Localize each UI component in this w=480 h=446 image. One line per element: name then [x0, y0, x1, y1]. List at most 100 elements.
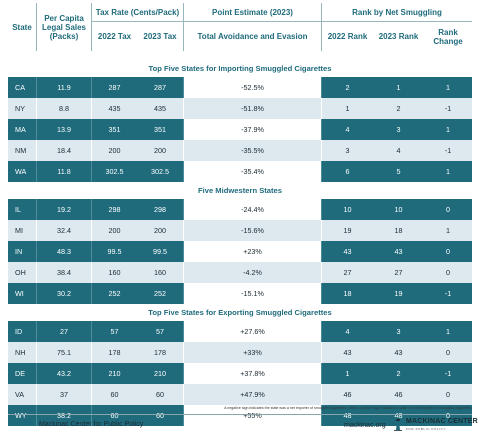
cell-point-estimate: +27.6%: [183, 321, 321, 342]
cell-per-capita: 19.2: [36, 199, 91, 220]
cell-rank-2022: 3: [321, 140, 373, 161]
cell-tax-2022: 252: [91, 283, 137, 304]
cell-tax-2023: 287: [137, 77, 183, 98]
cell-rank-2023: 43: [373, 241, 424, 262]
group-title: Top Five States for Importing Smuggled C…: [8, 60, 472, 77]
source-text: Mackinac Center for Public Policy: [38, 421, 144, 428]
mackinac-lighthouse-icon: [394, 417, 402, 431]
cell-rank-2023: 5: [373, 161, 424, 182]
header-2023-tax: 2023 Tax: [143, 32, 177, 41]
table-row: DE 43.2 210 210 +37.8% 1 2 -1: [8, 363, 472, 384]
cell-per-capita: 11.9: [36, 77, 91, 98]
cell-rank-2023: 3: [373, 119, 424, 140]
table-body: Top Five States for Importing Smuggled C…: [8, 60, 472, 426]
table-row: IN 48.3 99.5 99.5 +23% 43 43 0: [8, 241, 472, 262]
cell-rank-change: -1: [424, 363, 472, 384]
cell-point-estimate: +23%: [183, 241, 321, 262]
cell-rank-2022: 4: [321, 119, 373, 140]
footnote: A negative sign indicates the state was …: [224, 406, 472, 410]
table-row: WY 38.2 60 60 +55% 48 48 0: [8, 405, 472, 426]
cell-state: NY: [8, 98, 36, 119]
cell-tax-2022: 60: [91, 384, 137, 405]
cell-rank-2023: 1: [373, 77, 424, 98]
cell-per-capita: 32.4: [36, 220, 91, 241]
header-2022-tax: 2022 Tax: [91, 22, 137, 51]
cell-per-capita: 11.8: [36, 161, 91, 182]
cell-point-estimate: +47.9%: [183, 384, 321, 405]
group-title: Five Midwestern States: [8, 182, 472, 199]
website-link[interactable]: mackinac.org: [344, 422, 386, 429]
cell-tax-2022: 57: [91, 321, 137, 342]
table-row: WA 11.8 302.5 302.5 -35.4% 6 5 1: [8, 161, 472, 182]
smuggling-table: State Per Capita Legal Sales (Packs) Tax…: [8, 3, 472, 426]
cell-rank-2023: 46: [373, 384, 424, 405]
cell-per-capita: 43.2: [36, 363, 91, 384]
footer-divider: [8, 414, 472, 415]
header-state: State: [12, 22, 32, 32]
cell-state: NH: [8, 342, 36, 363]
cell-state: NM: [8, 140, 36, 161]
cell-state: WY: [8, 405, 36, 426]
mackinac-logo: MACKINAC CENTER FOR PUBLIC POLICY: [392, 416, 478, 434]
cell-tax-2023: 178: [137, 342, 183, 363]
cell-state: DE: [8, 363, 36, 384]
cell-rank-2023: 27: [373, 262, 424, 283]
cell-rank-2022: 27: [321, 262, 373, 283]
cell-tax-2022: 435: [91, 98, 137, 119]
header-2022-rank: 2022 Rank: [321, 22, 373, 51]
cell-tax-2023: 302.5: [137, 161, 183, 182]
cell-rank-change: -1: [424, 98, 472, 119]
cell-state: WI: [8, 283, 36, 304]
table-row: MI 32.4 200 200 -15.6% 19 18 1: [8, 220, 472, 241]
cell-rank-2022: 48: [321, 405, 373, 426]
logo-text: MACKINAC CENTER: [406, 418, 478, 425]
cell-point-estimate: -35.4%: [183, 161, 321, 182]
cell-rank-2022: 19: [321, 220, 373, 241]
cell-rank-2022: 18: [321, 283, 373, 304]
cell-tax-2023: 435: [137, 98, 183, 119]
table-row: NH 75.1 178 178 +33% 43 43 0: [8, 342, 472, 363]
cell-tax-2022: 287: [91, 77, 137, 98]
cell-tax-2022: 60: [91, 405, 137, 426]
cell-point-estimate: -4.2%: [183, 262, 321, 283]
cell-tax-2022: 160: [91, 262, 137, 283]
table-row: CA 11.9 287 287 -52.5% 2 1 1: [8, 77, 472, 98]
cell-tax-2022: 210: [91, 363, 137, 384]
cell-rank-2022: 43: [321, 342, 373, 363]
cell-tax-2022: 302.5: [91, 161, 137, 182]
cell-per-capita: 18.4: [36, 140, 91, 161]
cell-tax-2023: 210: [137, 363, 183, 384]
table-row: WI 30.2 252 252 -15.1% 18 19 -1: [8, 283, 472, 304]
cell-point-estimate: -15.6%: [183, 220, 321, 241]
cell-state: MA: [8, 119, 36, 140]
table-row: NM 18.4 200 200 -35.5% 3 4 -1: [8, 140, 472, 161]
cell-rank-2022: 2: [321, 77, 373, 98]
cell-per-capita: 27: [36, 321, 91, 342]
cell-point-estimate: -24.4%: [183, 199, 321, 220]
cell-tax-2022: 298: [91, 199, 137, 220]
cell-tax-2022: 351: [91, 119, 137, 140]
smuggling-table-figure: State Per Capita Legal Sales (Packs) Tax…: [8, 3, 472, 426]
header-tax-rate: Tax Rate (Cents/Pack): [91, 3, 183, 22]
cell-state: MI: [8, 220, 36, 241]
table-row: VA 37 60 60 +47.9% 46 46 0: [8, 384, 472, 405]
cell-rank-change: -1: [424, 283, 472, 304]
cell-rank-change: 1: [424, 161, 472, 182]
cell-per-capita: 13.9: [36, 119, 91, 140]
header-rank-change: Rank Change: [433, 27, 463, 46]
group-header-row: Top Five States for Importing Smuggled C…: [8, 60, 472, 77]
cell-state: OH: [8, 262, 36, 283]
cell-rank-2023: 3: [373, 321, 424, 342]
cell-per-capita: 30.2: [36, 283, 91, 304]
cell-rank-change: 1: [424, 119, 472, 140]
cell-rank-change: 1: [424, 77, 472, 98]
cell-rank-change: 0: [424, 342, 472, 363]
cell-tax-2023: 200: [137, 220, 183, 241]
cell-point-estimate: -15.1%: [183, 283, 321, 304]
cell-point-estimate: -37.9%: [183, 119, 321, 140]
cell-tax-2023: 60: [137, 384, 183, 405]
cell-rank-change: 0: [424, 262, 472, 283]
cell-tax-2023: 99.5: [137, 241, 183, 262]
table-row: IL 19.2 298 298 -24.4% 10 10 0: [8, 199, 472, 220]
group-header-row: Top Five States for Exporting Smuggled C…: [8, 304, 472, 321]
